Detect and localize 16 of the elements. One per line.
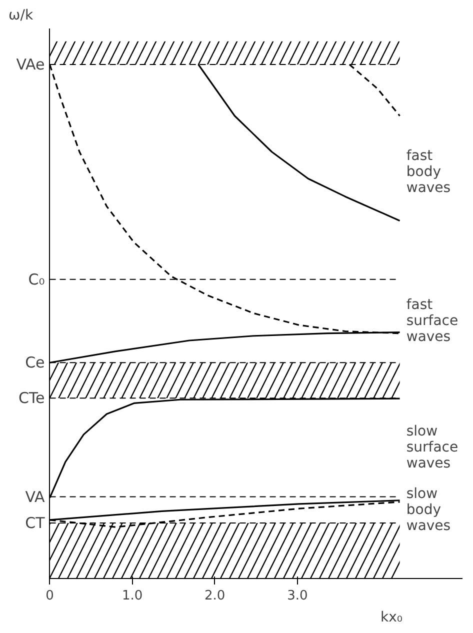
annotation: slow surface waves bbox=[406, 423, 458, 472]
ref-line-label: CTe bbox=[18, 389, 45, 408]
annotation: fast surface waves bbox=[406, 296, 458, 345]
ref-line-label: Ce bbox=[25, 354, 45, 372]
x-tick-label: 1.0 bbox=[122, 588, 143, 604]
ref-line-label: VA bbox=[25, 488, 46, 506]
annotation: slow body waves bbox=[406, 486, 451, 534]
ref-line-label: C₀ bbox=[28, 270, 45, 288]
x-axis-title: kx₀ bbox=[380, 610, 403, 626]
annotation: fast body waves bbox=[406, 148, 451, 196]
y-axis-title: ω/k bbox=[8, 8, 34, 24]
ref-line-label: CT bbox=[25, 514, 46, 532]
x-tick-label: 3.0 bbox=[287, 588, 308, 604]
ref-line-label: VAe bbox=[16, 55, 45, 74]
x-tick-label: 0 bbox=[46, 588, 54, 604]
x-tick-label: 2.0 bbox=[204, 588, 226, 604]
